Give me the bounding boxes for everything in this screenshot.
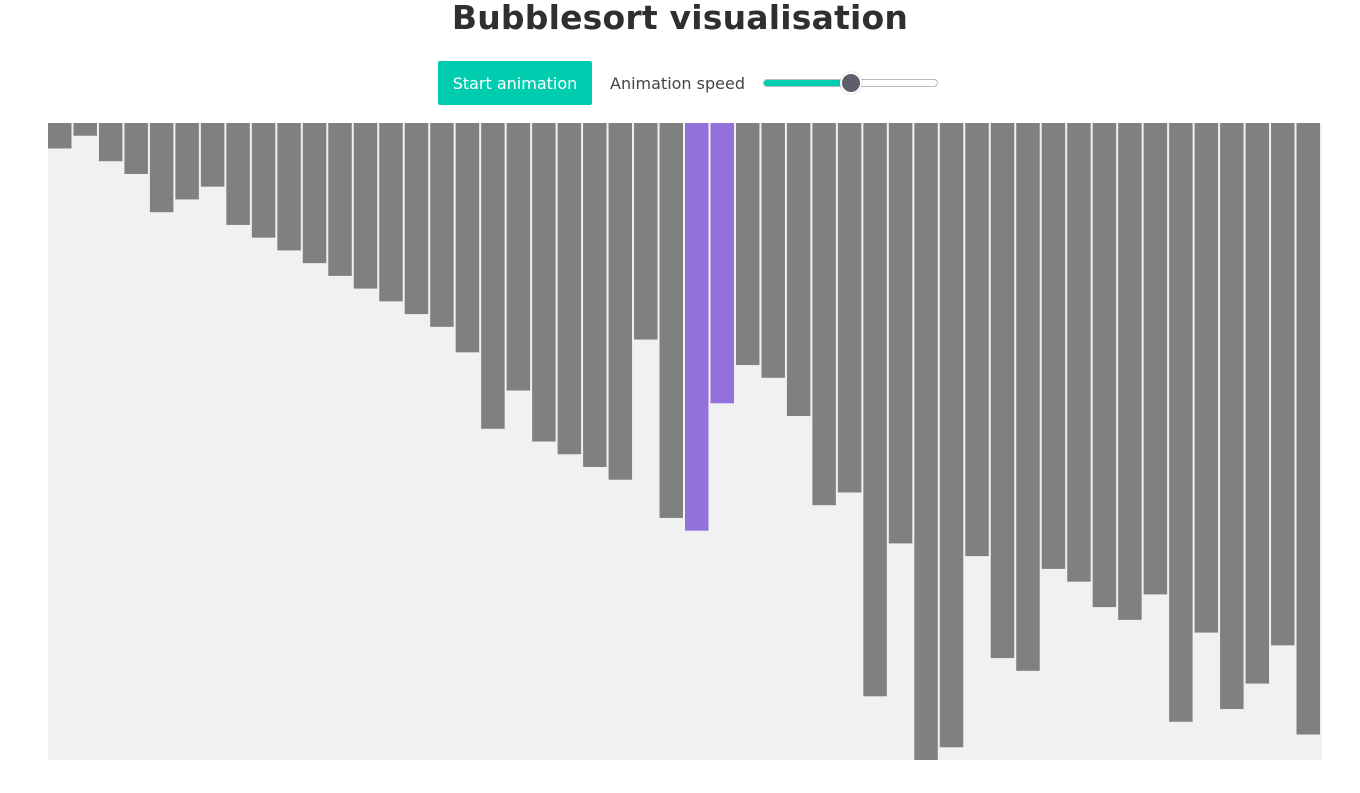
- bar: [48, 123, 72, 149]
- bubblesort-chart: [48, 123, 1322, 760]
- bar-highlighted: [710, 123, 734, 404]
- animation-speed-slider[interactable]: [763, 72, 938, 94]
- bar: [1245, 123, 1270, 684]
- bar: [583, 123, 607, 467]
- bar: [1118, 123, 1142, 620]
- bar: [1296, 123, 1320, 735]
- bar: [1041, 123, 1066, 569]
- bar: [1143, 123, 1168, 595]
- bar: [634, 123, 658, 340]
- bar: [481, 123, 505, 429]
- bar: [965, 123, 989, 557]
- bar: [430, 123, 454, 327]
- bar: [608, 123, 633, 480]
- bar: [888, 123, 913, 544]
- bar: [939, 123, 964, 748]
- bar: [1067, 123, 1091, 582]
- bar: [175, 123, 199, 200]
- bar: [659, 123, 683, 518]
- page-title: Bubblesort visualisation: [451, 0, 909, 37]
- bar: [404, 123, 429, 315]
- bar: [1016, 123, 1040, 671]
- bar: [1194, 123, 1219, 633]
- bar: [226, 123, 250, 225]
- slider-thumb[interactable]: [839, 72, 862, 94]
- controls-bar: Start animation Animation speed: [438, 61, 938, 105]
- bar: [837, 123, 862, 493]
- bar: [1271, 123, 1295, 646]
- bar: [761, 123, 785, 378]
- bar: [735, 123, 760, 366]
- bar: [98, 123, 123, 162]
- slider-fill: [764, 80, 851, 86]
- bar: [302, 123, 327, 264]
- bar: [1220, 123, 1244, 710]
- bar: [914, 123, 938, 760]
- bar: [863, 123, 887, 697]
- bars-svg: [48, 123, 1320, 760]
- bar: [328, 123, 352, 276]
- bar: [73, 123, 97, 136]
- bar-highlighted: [685, 123, 709, 531]
- bar: [532, 123, 556, 442]
- bar: [990, 123, 1015, 659]
- bar: [353, 123, 378, 289]
- bar: [455, 123, 480, 353]
- bar: [1169, 123, 1193, 722]
- bar: [557, 123, 582, 455]
- bar: [149, 123, 174, 213]
- animation-speed-label: Animation speed: [610, 73, 745, 93]
- bar: [277, 123, 301, 251]
- bar: [1092, 123, 1117, 608]
- bar: [379, 123, 403, 302]
- bar: [124, 123, 148, 174]
- bar: [786, 123, 811, 417]
- bar: [200, 123, 225, 187]
- bar: [812, 123, 836, 506]
- bar: [506, 123, 531, 391]
- bar: [251, 123, 276, 238]
- start-animation-button[interactable]: Start animation: [438, 61, 592, 105]
